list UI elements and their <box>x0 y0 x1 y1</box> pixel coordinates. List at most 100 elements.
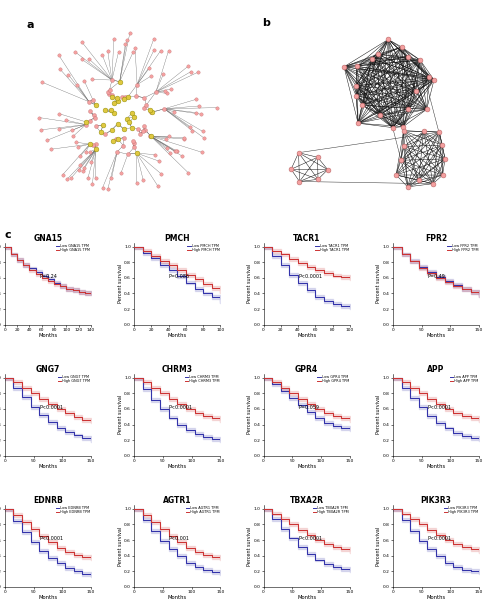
Point <box>161 87 169 96</box>
Point <box>397 155 405 165</box>
Point <box>73 137 80 147</box>
Point <box>200 133 208 143</box>
Point <box>374 50 381 59</box>
Point <box>184 168 192 178</box>
Point <box>80 76 88 86</box>
Point <box>85 54 92 64</box>
Point <box>88 157 95 166</box>
Point <box>354 119 362 128</box>
Point <box>352 91 360 100</box>
Point <box>192 108 200 117</box>
Point <box>184 61 192 71</box>
Point <box>59 170 67 180</box>
Point <box>85 97 93 106</box>
Title: EDNRB: EDNRB <box>33 496 63 505</box>
Point <box>62 116 70 125</box>
Y-axis label: Percent survival: Percent survival <box>247 395 252 434</box>
Point <box>108 75 116 85</box>
X-axis label: Months: Months <box>38 595 58 600</box>
Point <box>400 142 408 151</box>
Point <box>405 104 412 114</box>
Point <box>358 100 366 110</box>
Point <box>55 50 62 60</box>
Point <box>99 183 106 192</box>
Point <box>92 172 100 182</box>
Point <box>147 107 155 117</box>
Point <box>63 174 71 184</box>
Point <box>35 113 43 122</box>
Point <box>90 140 97 150</box>
Point <box>105 90 112 99</box>
X-axis label: Months: Months <box>167 333 187 338</box>
Point <box>140 103 148 113</box>
Point <box>86 106 94 116</box>
Point <box>384 34 392 44</box>
Title: FPR2: FPR2 <box>425 234 447 243</box>
Point <box>128 123 136 132</box>
Point <box>112 134 120 144</box>
Point <box>92 121 100 131</box>
Point <box>430 75 438 85</box>
Point <box>109 137 117 146</box>
Point <box>126 28 134 38</box>
Point <box>136 129 144 139</box>
Point <box>439 140 446 150</box>
Point <box>150 34 158 44</box>
Point <box>70 131 77 141</box>
Point <box>129 136 136 146</box>
Point <box>162 134 170 144</box>
Point <box>79 166 87 175</box>
Point <box>178 151 186 161</box>
Legend: Low APP TPM, High APP TPM: Low APP TPM, High APP TPM <box>449 374 479 384</box>
Text: P<0.0001: P<0.0001 <box>169 405 193 410</box>
Point <box>56 64 64 74</box>
Point <box>120 124 127 134</box>
Point <box>213 103 221 113</box>
Point <box>130 139 137 148</box>
Point <box>78 54 86 64</box>
Text: P<0.0001: P<0.0001 <box>39 405 63 410</box>
Point <box>188 126 196 136</box>
Point <box>86 139 94 149</box>
Title: TACR1: TACR1 <box>293 234 320 243</box>
Point <box>186 122 194 131</box>
Title: GNA15: GNA15 <box>33 234 62 243</box>
Legend: Low EDNRB TPM, High EDNRB TPM: Low EDNRB TPM, High EDNRB TPM <box>55 506 91 515</box>
Point <box>129 47 137 57</box>
Legend: Low GNA15 TPM, High GNA15 TPM: Low GNA15 TPM, High GNA15 TPM <box>56 243 91 253</box>
Point <box>170 107 178 117</box>
Point <box>90 111 98 120</box>
Point <box>106 85 113 94</box>
Point <box>98 50 106 60</box>
Point <box>75 165 83 175</box>
Text: P=0.086: P=0.086 <box>169 274 190 279</box>
Point <box>441 154 449 164</box>
Point <box>84 174 91 183</box>
Point <box>194 67 202 77</box>
Point <box>166 148 174 157</box>
Point <box>124 92 132 102</box>
X-axis label: Months: Months <box>426 333 446 338</box>
Y-axis label: Percent survival: Percent survival <box>118 395 123 434</box>
Point <box>113 93 121 103</box>
Point <box>141 93 149 102</box>
Point <box>139 126 147 136</box>
Point <box>161 104 168 114</box>
Text: P<0.0001: P<0.0001 <box>298 274 322 279</box>
Point <box>197 110 205 119</box>
Title: TBXA2R: TBXA2R <box>290 496 324 505</box>
Point <box>89 179 96 189</box>
Legend: Low PMCH TPM, High PMCH TPM: Low PMCH TPM, High PMCH TPM <box>187 243 220 253</box>
Point <box>38 77 46 87</box>
Point <box>404 52 411 62</box>
Point <box>196 101 203 111</box>
Legend: Low GNG7 TPM, High GNG7 TPM: Low GNG7 TPM, High GNG7 TPM <box>58 374 91 384</box>
Legend: Low FPR2 TPM, High FPR2 TPM: Low FPR2 TPM, High FPR2 TPM <box>447 243 479 253</box>
Point <box>82 147 90 157</box>
Y-axis label: Percent survival: Percent survival <box>118 264 123 303</box>
Point <box>101 105 109 115</box>
Point <box>78 38 86 47</box>
Text: P<0.0001: P<0.0001 <box>427 536 452 541</box>
Point <box>147 131 154 140</box>
Point <box>392 170 400 180</box>
